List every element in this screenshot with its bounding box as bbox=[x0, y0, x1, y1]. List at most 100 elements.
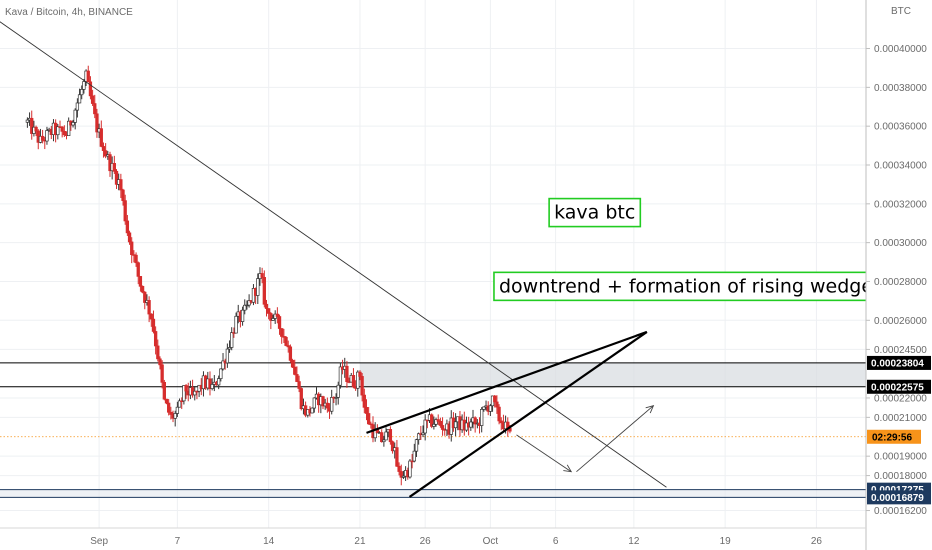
arrows[interactable] bbox=[516, 405, 655, 473]
candle-body bbox=[299, 388, 303, 410]
price-tick-label: 0.00030000 bbox=[874, 238, 927, 249]
candle-body bbox=[290, 360, 295, 368]
candle-body bbox=[80, 89, 84, 96]
price-tick-label: 0.00034000 bbox=[874, 161, 927, 172]
annotation-box bbox=[548, 197, 642, 228]
candle-body bbox=[414, 439, 419, 452]
candle-body bbox=[364, 406, 369, 414]
time-tick-label: 12 bbox=[628, 536, 640, 547]
candle-body bbox=[101, 146, 106, 151]
candle-body bbox=[417, 433, 421, 441]
candle-body bbox=[277, 316, 282, 329]
candle-body bbox=[336, 384, 340, 398]
candle-body bbox=[71, 122, 75, 126]
candle-body bbox=[247, 300, 251, 306]
candle-body bbox=[260, 273, 264, 278]
candle-body bbox=[240, 309, 245, 322]
level-price-tag bbox=[867, 490, 931, 505]
candle-body bbox=[245, 304, 249, 307]
candle-body bbox=[153, 331, 158, 347]
candle-body bbox=[99, 128, 103, 147]
candle-body bbox=[134, 254, 138, 264]
candle-body bbox=[271, 318, 275, 321]
candle-body bbox=[356, 371, 360, 389]
time-axis-labels: Sep 7 14 21 26 Oct 6 12 19 26 bbox=[90, 536, 822, 547]
candle-body bbox=[275, 313, 280, 317]
annotation-text: kava btc bbox=[554, 202, 635, 224]
candles bbox=[25, 65, 512, 486]
candle-body bbox=[362, 394, 366, 408]
candle-body bbox=[367, 413, 371, 425]
candle-body bbox=[358, 371, 362, 377]
candle-body bbox=[40, 135, 45, 141]
candle-body bbox=[30, 117, 34, 134]
annotations[interactable]: kava btc downtrend + formation of rising … bbox=[493, 197, 879, 302]
time-tick-label: Oct bbox=[483, 536, 499, 547]
candle-body bbox=[262, 277, 266, 305]
candle-body bbox=[169, 411, 173, 415]
candle-body bbox=[440, 425, 445, 430]
price-axis[interactable] bbox=[866, 0, 932, 550]
candle-body bbox=[108, 154, 112, 172]
candle-body bbox=[401, 475, 406, 478]
candle-body bbox=[119, 179, 123, 191]
candle-body bbox=[62, 130, 66, 136]
candle-body bbox=[432, 423, 436, 427]
candle-body bbox=[175, 406, 180, 414]
resistance-zone bbox=[359, 362, 866, 387]
candle-body bbox=[493, 395, 497, 403]
candle-body bbox=[380, 432, 384, 443]
candle-body bbox=[167, 402, 171, 413]
price-tick-label: 0.00038000 bbox=[874, 83, 927, 94]
candle-body bbox=[143, 291, 147, 303]
candle-body bbox=[219, 368, 223, 379]
trendlines[interactable] bbox=[0, 0, 667, 498]
price-tick-label: 0.00019000 bbox=[874, 452, 927, 463]
candle-body bbox=[410, 460, 414, 463]
candle-body bbox=[73, 109, 77, 123]
time-tick-label: Sep bbox=[90, 536, 108, 547]
price-tick-label: 0.00022000 bbox=[874, 393, 927, 404]
candle-body bbox=[360, 376, 364, 396]
level-price-label: 0.00022575 bbox=[871, 382, 924, 393]
price-tick-label: 0.00018000 bbox=[874, 471, 927, 482]
price-tick-label: 0.00028000 bbox=[874, 277, 927, 288]
candle-body bbox=[147, 300, 151, 315]
time-tick-label: 26 bbox=[811, 536, 823, 547]
level-price-label: 0.00016879 bbox=[871, 493, 924, 504]
candle-body bbox=[125, 220, 130, 234]
candle-body bbox=[77, 94, 82, 104]
candle-body bbox=[351, 375, 356, 388]
candle-body bbox=[93, 103, 97, 115]
candle-body bbox=[256, 278, 260, 296]
candle-body bbox=[334, 397, 338, 399]
level-price-tag bbox=[867, 379, 931, 394]
candle-body bbox=[177, 400, 182, 408]
price-axis-ticks: 0.00040000 0.00038000 0.00036000 0.00034000… bbox=[866, 44, 927, 517]
candle-body bbox=[140, 285, 145, 293]
candle-body bbox=[482, 406, 486, 410]
price-tick-label: 0.00036000 bbox=[874, 122, 927, 133]
candle-body bbox=[208, 378, 212, 389]
candle-body bbox=[34, 126, 38, 132]
candle-body bbox=[184, 385, 188, 392]
candle-body bbox=[384, 431, 388, 441]
time-tick-label: 7 bbox=[175, 536, 181, 547]
countdown-tag bbox=[867, 429, 921, 444]
candle-body bbox=[158, 358, 162, 366]
candle-body bbox=[293, 366, 297, 375]
candle-body bbox=[395, 447, 399, 467]
symbol-title: Kava / Bitcoin, 4h, BINANCE bbox=[5, 7, 133, 18]
candle-body bbox=[495, 401, 499, 408]
candle-body bbox=[149, 313, 153, 320]
candle-body bbox=[488, 405, 493, 412]
candle-body bbox=[234, 315, 238, 334]
candle-body bbox=[469, 421, 473, 428]
candle-body bbox=[121, 189, 125, 201]
candle-body bbox=[282, 336, 286, 338]
candle-body bbox=[399, 471, 403, 478]
candle-body bbox=[297, 381, 301, 389]
projection-arrow-line bbox=[516, 434, 572, 473]
candle-body bbox=[164, 398, 169, 404]
